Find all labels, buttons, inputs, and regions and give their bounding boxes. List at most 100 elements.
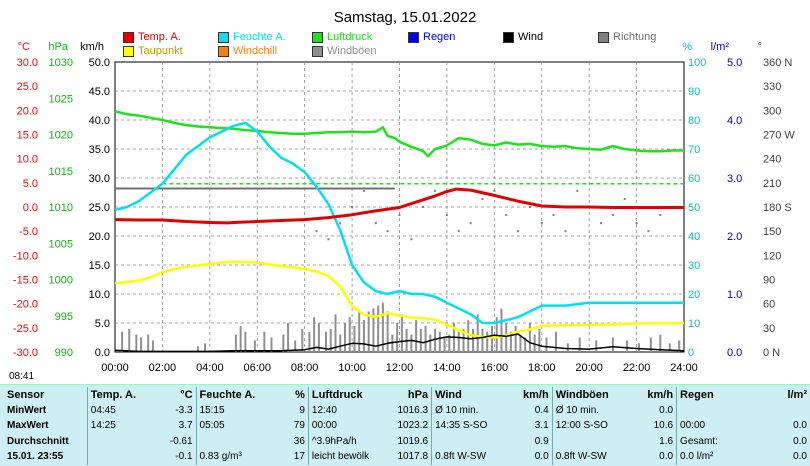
direction-tick-label: 120 [763,250,781,262]
stats-row: MinWert 04:45 -3.3 15:15 9 12:40 1016.3 Ø 10 mi… [4,402,810,418]
temp-tick-label: 20.0 [17,105,38,117]
series-line-wind [114,333,685,353]
axis-unit-label: km/h [80,41,104,53]
stats-header-cell: Luftdruck [307,387,377,403]
pressure-tick-label: 1010 [49,202,73,214]
stats-value-cell: 0.0 [659,404,674,416]
legend-label: Luftdruck [327,31,373,43]
pressure-tick-label: 1025 [49,93,73,105]
temp-tick-label: 25.0 [17,81,38,93]
temp-tick-label: 10.0 [17,154,38,166]
stats-row: Durchschnitt -0.61 36 ^3.9hPa/h 1019.6 0.9 1.6… [4,433,810,449]
legend-item: Windchill [218,45,277,57]
direction-tick-label: 300 [763,105,781,117]
legend-swatch [218,31,229,43]
temp-tick-label: -15.0 [13,275,38,287]
legend-item: Richtung [598,31,656,43]
stats-cell: 14:25 [86,418,151,434]
stats-cell: 14:35 S-SO [431,418,494,434]
wind-tick-label: 25.0 [89,202,110,214]
stats-cell: 0.8ft W-SW [431,449,494,465]
stats-value-cell: 79 [293,420,305,432]
wind-tick-label: 40.0 [89,115,110,127]
stats-value-cell: 1017.8 [397,451,429,463]
stats-row-label: MinWert [7,404,47,416]
stats-value-cell: 3.7 [178,420,193,432]
direction-point [611,214,614,217]
direction-point [445,214,448,217]
direction-point [327,238,330,241]
direction-point [339,222,342,225]
stats-cell: Ø 10 min. [551,402,621,418]
series-line-feuchte-a- [114,121,684,325]
stats-value-cell: -3.3 [175,404,193,416]
stats-cell: Ø 10 min. [431,402,494,418]
x-tick-label: 06:00 [243,362,271,374]
direction-point [315,230,318,233]
stats-header-cell: % [295,388,305,401]
stats-header-cell: °C [180,388,193,401]
direction-point [600,222,603,225]
x-tick-label: 16:00 [481,362,509,374]
temp-tick-label: -20.0 [13,299,38,311]
direction-point [576,189,579,192]
legend-label: Windchill [233,45,278,57]
direction-tick-label: 360 N [763,57,792,69]
stats-cell: 0.83 g/m³ [195,449,265,465]
legend-item: Temp. A. [123,31,181,43]
pressure-tick-label: 1005 [49,238,73,250]
stats-value-cell: 0.0 [659,451,674,463]
direction-point [374,222,377,225]
pressure-tick-label: 995 [55,311,73,323]
pressure-tick-label: 1020 [49,130,73,142]
direction-point [351,206,354,208]
legend-item: Luftdruck [312,31,372,43]
humidity-tick-label: 60 [688,173,700,185]
temp-tick-label: -30.0 [13,347,38,359]
rain-tick-label: 3.0 [727,173,742,185]
stats-header-cell: Feuchte A. [195,387,265,403]
stats-value-cell: -0.61 [169,435,193,447]
direction-tick-label: 0 N [763,347,780,359]
wind-tick-label: 45.0 [89,86,110,98]
temp-tick-label: 15.0 [17,130,38,142]
temp-tick-label: -25.0 [13,323,38,335]
stats-header-cell: Windböen [551,387,621,403]
humidity-tick-label: 0 [688,347,694,359]
x-tick-label: 12:00 [386,362,414,374]
legend-item: Taupunkt [123,45,183,57]
stats-header-cell: hPa [407,388,429,401]
direction-point [398,214,401,217]
stats-value-cell: 0.0 [793,420,807,432]
wind-tick-label: 5.0 [95,318,110,330]
weather-chart: Samstag, 15.01.2022 °C hPa km/h% l/m² ° 30.0… [13,9,795,374]
axis-units: °C hPa km/h% l/m² ° [18,41,762,53]
rain-tick-label: 0.0 [727,347,742,359]
x-tick-label: 08:00 [291,362,319,374]
humidity-tick-label: 90 [688,86,700,98]
series-line-luftdruck [114,110,684,158]
direction-point [528,206,531,208]
x-tick-label: 24:00 [670,362,698,374]
stats-header-cell: Temp. A. [86,387,151,403]
wind-tick-label: 20.0 [89,231,110,243]
stats-value-cell: 1023.2 [397,420,429,432]
stats-cell: 0.8ft W-SW [551,449,621,465]
rain-tick-label: 4.0 [727,115,742,127]
stats-cell [86,449,151,465]
series-line-temp-a- [114,187,684,225]
legend-label: Regen [423,31,456,43]
stats-value-cell: -0.1 [175,451,193,463]
direction-point [469,222,472,225]
legend-swatch [123,31,134,43]
stats-cell [86,433,151,449]
stats-row-label: 15.01. 23:55 [7,451,64,463]
stats-header-cell: Wind [431,387,494,403]
legend-swatch [312,45,323,57]
stats-cell [551,433,621,449]
stats-cell: ^3.9hPa/h [307,433,377,449]
stats-cell: 12:00 S-SO [551,418,621,434]
rain-tick-label: 2.0 [727,231,742,243]
stats-value-cell: 0.9 [534,435,549,447]
direction-point [517,230,520,233]
